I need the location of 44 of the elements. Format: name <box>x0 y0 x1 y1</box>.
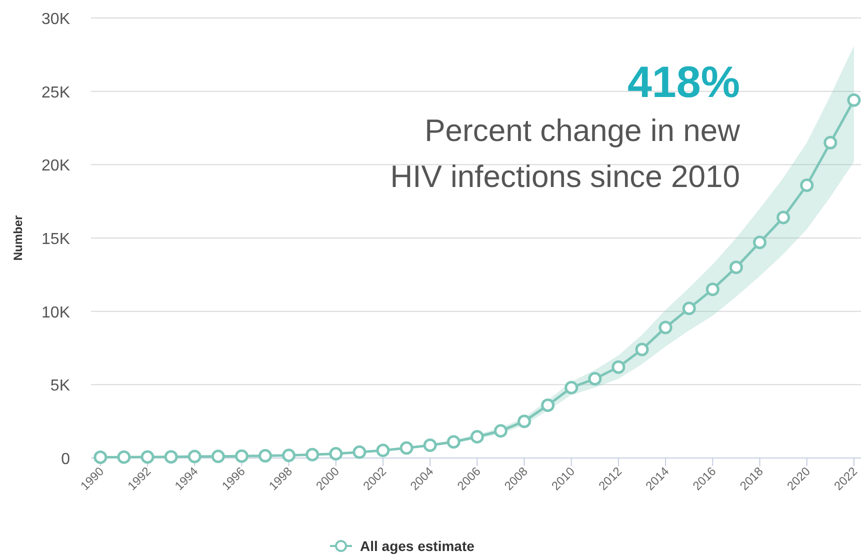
y-axis-title: Number <box>11 215 25 261</box>
point <box>658 320 672 334</box>
point <box>541 398 555 412</box>
annotation: 418% <box>627 58 740 107</box>
point <box>635 342 649 356</box>
point <box>612 360 626 374</box>
point <box>564 380 578 394</box>
point <box>306 448 320 462</box>
point <box>682 302 696 316</box>
point <box>706 282 720 296</box>
point <box>470 430 484 444</box>
y-tick-label: 25K <box>42 84 70 102</box>
point <box>258 449 272 463</box>
point <box>400 441 414 455</box>
point <box>329 446 343 460</box>
point <box>752 236 766 250</box>
point <box>423 438 437 452</box>
point <box>446 435 460 449</box>
legend-label: All ages estimate <box>360 538 475 554</box>
point <box>824 136 838 150</box>
point <box>234 449 248 463</box>
y-tick-label: 15K <box>42 231 70 248</box>
point <box>94 450 108 464</box>
point <box>518 414 532 428</box>
point <box>117 450 131 464</box>
y-tick-label: 5K <box>50 378 70 395</box>
point <box>352 445 366 459</box>
point <box>376 444 390 458</box>
point <box>140 450 154 464</box>
point <box>847 93 861 107</box>
point <box>800 178 814 192</box>
y-tick-label: 0 <box>61 451 70 468</box>
point <box>188 450 202 464</box>
point <box>776 210 790 224</box>
point <box>282 448 296 462</box>
y-tick-label: 30K <box>42 11 70 28</box>
point <box>211 450 225 464</box>
y-tick-label: 20K <box>42 158 70 175</box>
point <box>164 450 178 464</box>
point <box>494 424 508 438</box>
point <box>729 260 743 274</box>
annotation: Percent change in new HIV infections since 2010 <box>390 113 741 194</box>
y-tick-label: 10K <box>42 304 70 322</box>
point <box>588 372 602 386</box>
